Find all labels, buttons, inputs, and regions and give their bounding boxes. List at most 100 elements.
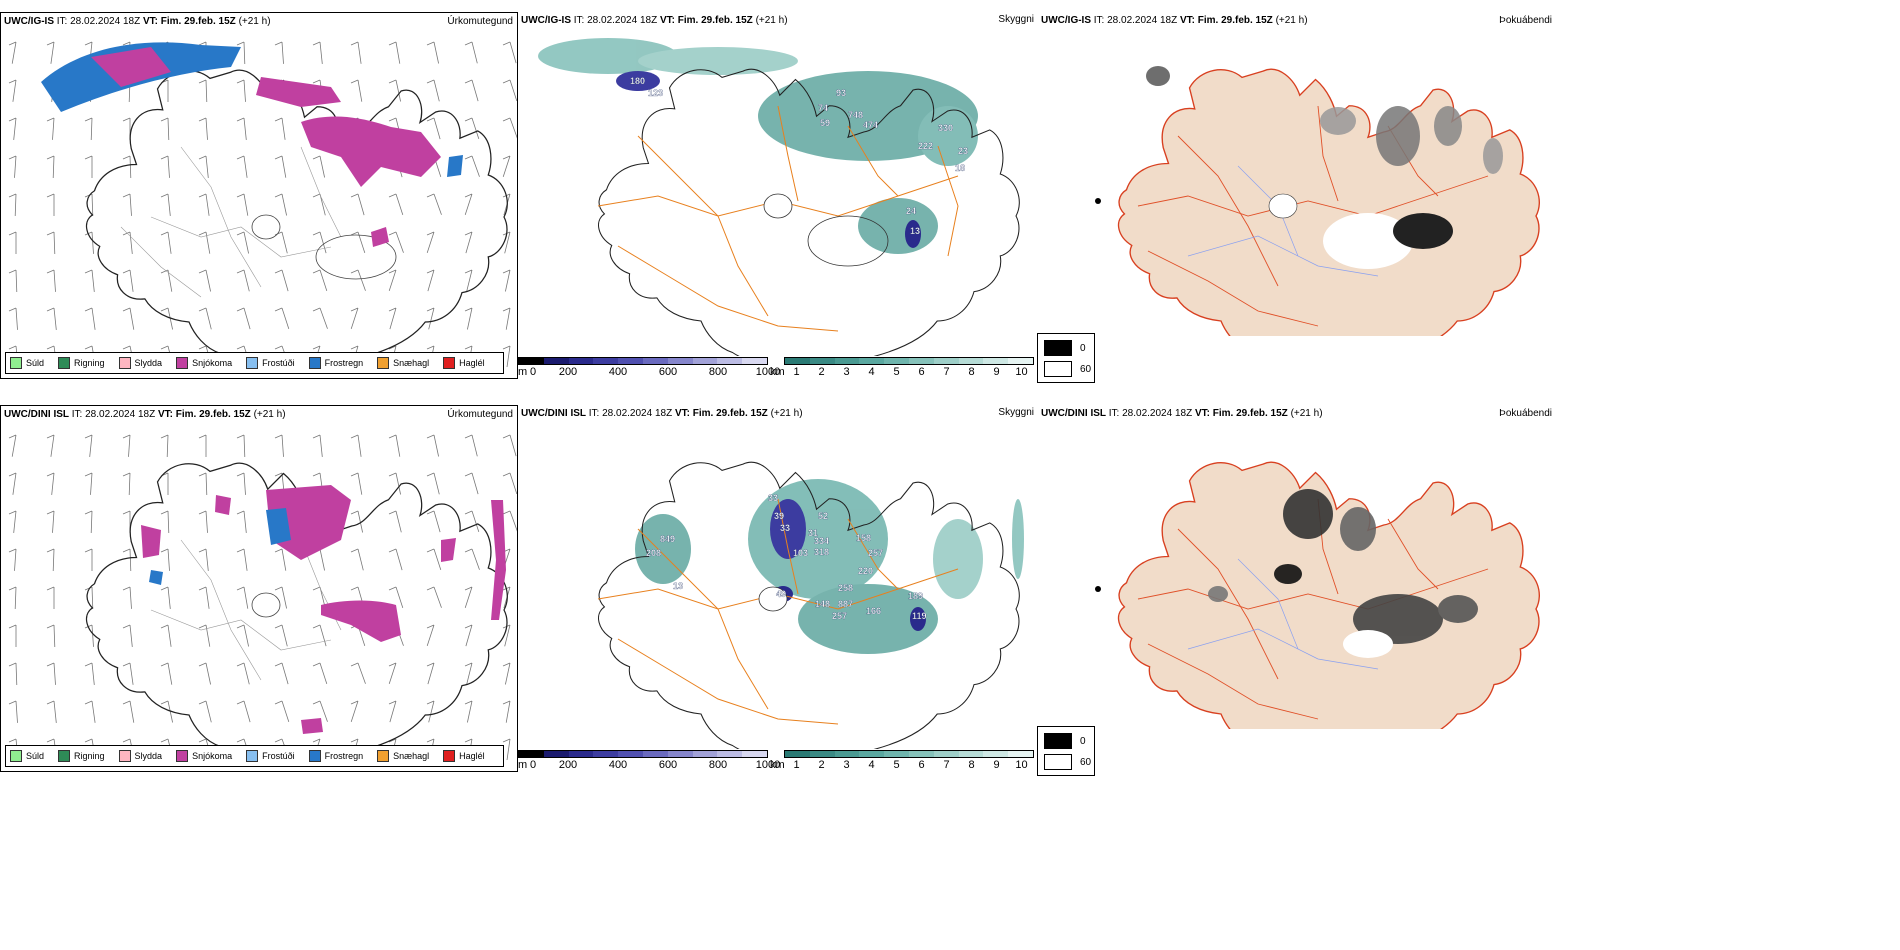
legend-swatch [118, 750, 131, 762]
cloud-base-value-label: 166 [866, 606, 881, 616]
colorbar-cell [593, 751, 619, 757]
colorbar-cell [908, 358, 934, 364]
wind-barb [464, 624, 473, 647]
colorbar-tick-label: 200 [558, 366, 578, 378]
wind-barb [122, 472, 131, 496]
cloud-base-value-label: 148 [815, 599, 830, 609]
wind-barb [464, 117, 480, 140]
colorbar-tick-label: 8 [968, 759, 975, 771]
legend-label: Snjókoma [192, 751, 233, 761]
cloud-base-value-label: 887 [838, 599, 853, 609]
colorbar-cell [859, 751, 885, 757]
wind-barb [388, 79, 401, 102]
wind-barb [122, 624, 133, 647]
cloud-base-value-label: 748 [848, 110, 863, 120]
wind-barb [198, 586, 210, 609]
legend-label: Súld [26, 358, 45, 368]
colorbar-tick-label: 600 [658, 366, 678, 378]
wind-barb [464, 472, 479, 495]
colorbar-cell [834, 751, 860, 757]
wind-barb [502, 510, 517, 532]
wind-barb [8, 662, 18, 686]
wind-barb [464, 79, 479, 102]
wind-barb [502, 269, 511, 292]
wind-barb [122, 117, 131, 140]
colorbar-cell [809, 751, 835, 757]
colorbar-tick-label: 10 [1015, 366, 1028, 378]
cloud-base-value-label: 49 [776, 589, 786, 599]
fog-map [1095, 461, 1540, 729]
visibility-unit: km [770, 759, 785, 771]
legend-item: Frostregn [308, 750, 363, 762]
legend-swatch [308, 357, 321, 369]
wind-barb [388, 41, 401, 64]
colorbar-tick-label: 4 [868, 366, 875, 378]
wind-barb [502, 472, 517, 495]
cloud-base-value-label: 258 [838, 583, 853, 593]
legend-item: Frostúði [246, 750, 295, 762]
wind-barb [350, 510, 363, 533]
wind-barb [502, 41, 517, 64]
legend-item: Frostúði [246, 357, 295, 369]
wind-barb [84, 269, 95, 292]
wind-barb [426, 117, 441, 140]
wind-barb [122, 155, 132, 179]
colorbar-tick-label: 0 [529, 759, 537, 771]
wind-barb [8, 510, 17, 533]
wind-barb [350, 548, 364, 571]
colorbar-tick-label: 3 [843, 759, 850, 771]
wind-barb [46, 434, 55, 457]
colorbar-tick-label: 9 [993, 759, 1000, 771]
colorbar-tick-label: 9 [993, 366, 1000, 378]
legend-label: Snæhagl [393, 751, 430, 761]
wind-barb [274, 548, 287, 571]
cloud-base-value-label: 103 [793, 548, 808, 558]
legend-item: Haglél [443, 750, 485, 762]
cloud-base-value-label: 23 [958, 146, 968, 156]
visibility-unit: km [770, 366, 785, 378]
wind-barb [388, 700, 397, 723]
wind-barb [274, 434, 284, 457]
legend-item: Rigning [58, 750, 105, 762]
colorbar-cell [618, 358, 643, 364]
legend-label: Frostúði [262, 358, 295, 368]
wind-barb [46, 548, 55, 572]
wind-barb [8, 117, 17, 140]
colorbar-tick-label: 400 [608, 366, 628, 378]
panel-title: Úrkomutegund [447, 16, 513, 27]
wind-barb [122, 586, 132, 609]
legend-item: Snæhagl [377, 357, 429, 369]
wind-barb [350, 231, 366, 254]
legend-item: Snjókoma [176, 357, 232, 369]
legend-item: Slydda [118, 750, 162, 762]
precip-legend: Súld Rigning Slydda Snjókoma Frostúði Frostre… [5, 352, 504, 374]
wind-barb [160, 231, 172, 254]
colorbar-tick-label: 2 [818, 366, 825, 378]
colorbar-tick-label: 5 [893, 366, 900, 378]
wind-barb [464, 269, 473, 292]
wind-barb [502, 307, 511, 330]
wind-barb [84, 472, 93, 495]
wind-barb [464, 193, 473, 216]
wind-barb [46, 231, 56, 255]
colorbar-cell [717, 751, 743, 757]
wind-barb [426, 434, 439, 457]
wind-barb [502, 79, 517, 102]
legend-item: Snæhagl [377, 750, 429, 762]
wind-barb [350, 472, 363, 495]
wind-barb [426, 307, 435, 330]
wind-barb [84, 434, 93, 457]
legend-item: Frostregn [308, 357, 363, 369]
cloud-base-panel-row2: UWC/DINI ISL IT: 28.02.2024 18Z VT: Fim.… [518, 405, 1038, 772]
wind-barb [464, 434, 478, 457]
colorbar-tick-label: 7 [943, 366, 950, 378]
wind-barb [236, 117, 247, 140]
wind-barb [388, 231, 404, 253]
colorbar-cell [742, 751, 767, 757]
wind-barb [464, 307, 473, 330]
wind-barb [122, 434, 131, 457]
panel-title: Þokuábendi [1499, 15, 1552, 26]
wind-barb [312, 434, 323, 457]
panel-title: Skyggni [998, 14, 1034, 25]
